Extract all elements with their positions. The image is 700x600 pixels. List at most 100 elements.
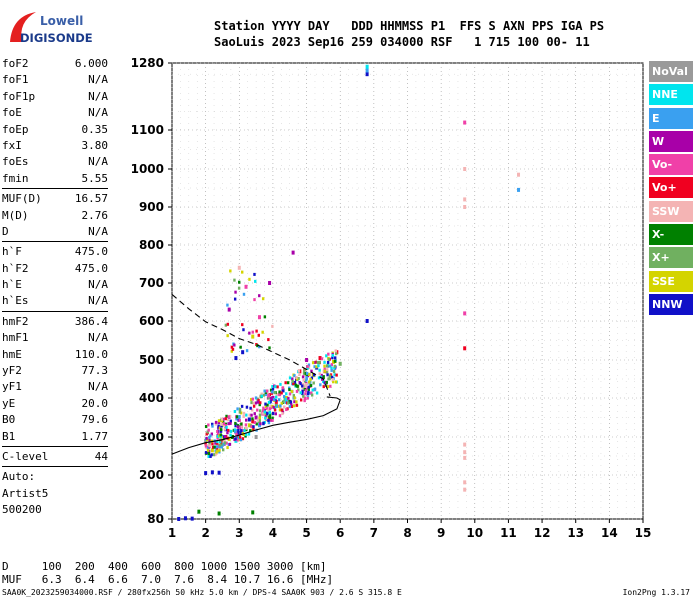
- data-point-cloud: [216, 449, 219, 453]
- data-point-cloud: [271, 385, 274, 389]
- data-point-cloud: [204, 451, 208, 455]
- x-tick-label: 4: [269, 526, 277, 540]
- data-point-cloud: [290, 390, 293, 394]
- data-point-cloud: [285, 408, 288, 412]
- data-point-cloud: [326, 385, 330, 389]
- param-value: 475.0: [74, 261, 108, 275]
- data-point-cloud: [204, 425, 208, 429]
- data-point-cloud: [224, 424, 227, 428]
- x-tick-label: 11: [500, 526, 517, 540]
- data-point-nnw: [365, 319, 369, 323]
- data-point-cloud: [304, 389, 307, 393]
- data-point-cloud: [264, 416, 267, 420]
- data-point-cloud: [269, 404, 273, 408]
- dashed-trace-curve: [171, 293, 331, 397]
- param-row: foEs N/A: [2, 154, 108, 170]
- data-point-cloud: [236, 431, 240, 435]
- data-point-cloud: [304, 385, 307, 389]
- data-point-cloud: [301, 384, 304, 388]
- data-point-nnw: [247, 417, 251, 422]
- data-point-cloud: [248, 331, 251, 335]
- data-point-ssw: [463, 167, 467, 171]
- data-point-cloud: [231, 347, 235, 351]
- data-point-cloud: [244, 426, 248, 430]
- data-point-w: [268, 281, 272, 285]
- data-point-cloud: [287, 396, 290, 400]
- data-point-cloud: [204, 442, 207, 446]
- param-name: hmE: [2, 347, 22, 361]
- polarization-legend: NoVal NNE E W Vo- Vo+ SSW X- X+ SSE NNW: [649, 61, 693, 317]
- data-point-cloud: [290, 403, 293, 407]
- data-point-cloud: [268, 415, 272, 419]
- param-row: h`E N/A: [2, 277, 108, 293]
- legend-item: W: [649, 130, 693, 152]
- data-point-cloud: [235, 415, 239, 419]
- param-name: yE: [2, 396, 16, 410]
- x-tick-label: 13: [567, 526, 584, 540]
- data-point-cloud: [249, 406, 252, 410]
- data-point-cloud: [258, 315, 261, 319]
- data-point-cloud: [229, 429, 233, 433]
- param-row: yF2 77.3: [2, 363, 108, 379]
- data-point-cloud: [261, 409, 265, 413]
- data-point-nnw: [204, 471, 208, 476]
- data-point-cloud: [307, 363, 311, 367]
- data-point-cloud: [322, 385, 325, 389]
- data-point-cloud: [273, 406, 277, 410]
- data-point-cloud: [266, 407, 269, 411]
- data-point-cloud: [302, 371, 306, 375]
- data-point-cloud: [278, 408, 282, 412]
- data-point-noval: [254, 435, 258, 439]
- data-point-cloud: [224, 417, 227, 421]
- data-point-cloud: [331, 378, 334, 382]
- y-tick-label: 1000: [131, 162, 164, 176]
- data-point-cloud: [258, 294, 261, 298]
- data-point-cloud: [216, 434, 219, 438]
- x-tick-label: 14: [601, 526, 618, 540]
- data-point-cloud: [262, 393, 266, 397]
- data-point-sse: [331, 359, 335, 364]
- param-row: h`F2 475.0: [2, 261, 108, 277]
- data-point-cloud: [227, 415, 230, 419]
- data-point-x: [338, 361, 342, 366]
- data-point-cloud: [259, 401, 262, 405]
- data-point-cloud: [292, 394, 296, 398]
- data-point-cloud: [211, 445, 215, 449]
- data-point-x: [197, 509, 201, 514]
- data-point-ssw: [517, 172, 521, 177]
- data-point-cloud: [263, 315, 267, 319]
- data-point-cloud: [209, 434, 212, 438]
- data-point-sse: [251, 334, 255, 339]
- data-point-cloud: [309, 384, 313, 388]
- data-point-cloud: [226, 431, 229, 435]
- param-value: 0.35: [81, 122, 109, 136]
- data-point-cloud: [299, 398, 303, 402]
- data-point-cloud: [211, 424, 214, 428]
- data-point-e: [365, 68, 369, 73]
- data-point-w: [254, 415, 258, 420]
- data-point-cloud: [242, 292, 246, 296]
- x-tick-label: 2: [201, 526, 209, 540]
- data-point-cloud: [267, 338, 270, 342]
- data-point-cloud: [257, 333, 260, 337]
- data-point-cloud: [325, 364, 329, 368]
- x-tick-label: 12: [534, 526, 551, 540]
- param-value: N/A: [88, 294, 108, 308]
- param-row: foF2 6.000: [2, 56, 108, 72]
- param-value: 77.3: [81, 364, 109, 378]
- param-name: fxI: [2, 138, 22, 152]
- data-point-cloud: [244, 423, 248, 427]
- muf-distance-row: D 100 200 400 600 800 1000 1500 3000 [km…: [2, 560, 327, 573]
- data-point-cloud: [274, 395, 278, 399]
- data-point-cloud: [299, 382, 302, 386]
- data-point-cloud: [239, 431, 243, 435]
- data-point-cloud: [240, 424, 243, 428]
- data-point-cloud: [214, 422, 218, 426]
- data-point-cloud: [327, 352, 330, 356]
- param-name: M(D): [2, 208, 29, 222]
- y-tick-label: 1280: [131, 56, 164, 70]
- data-point-cloud: [295, 389, 299, 393]
- data-point-cloud: [268, 393, 272, 397]
- muf-value-row: MUF 6.3 6.4 6.6 7.0 7.6 8.4 10.7 16.6 [M…: [2, 573, 334, 586]
- data-point-cloud: [236, 425, 240, 429]
